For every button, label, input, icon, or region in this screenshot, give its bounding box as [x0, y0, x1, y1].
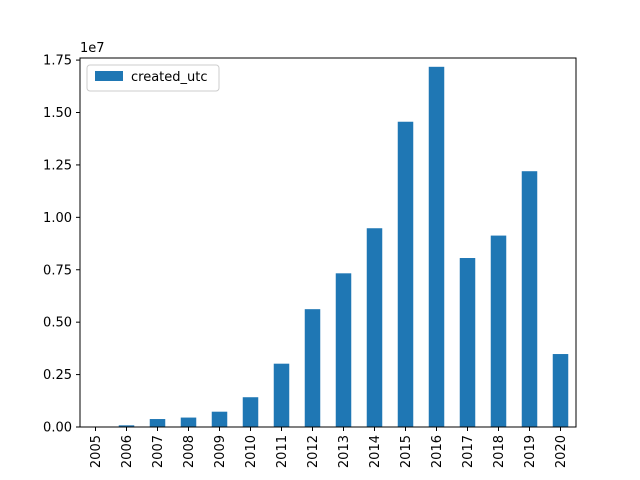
- x-tick-label: 2018: [492, 435, 507, 468]
- x-tick-label: 2010: [244, 435, 259, 468]
- y-tick-label: 0.00: [43, 421, 72, 436]
- bar-2020: [552, 354, 569, 427]
- x-tick-label: 2013: [337, 435, 352, 468]
- y-axis-offset-label: 1e7: [80, 41, 105, 56]
- y-tick-label: 1.75: [43, 54, 72, 69]
- plot-frame: [79, 57, 577, 428]
- x-tick-label: 2006: [120, 435, 135, 468]
- bar-2012: [304, 309, 321, 427]
- bar-2015: [397, 121, 414, 428]
- y-tick-label: 0.50: [43, 316, 72, 331]
- bar-2006: [118, 425, 135, 427]
- x-tick-label: 2020: [554, 435, 569, 468]
- bar-2019: [521, 171, 538, 427]
- x-tick-label: 2016: [430, 435, 445, 468]
- legend: created_utc: [86, 64, 220, 92]
- x-tick-label: 2012: [306, 435, 321, 468]
- bars-group: [87, 66, 569, 428]
- x-tick-label: 2017: [461, 435, 476, 468]
- y-tick-label: 1.00: [43, 211, 72, 226]
- bar-2016: [428, 66, 445, 428]
- x-tick-label: 2008: [182, 435, 197, 468]
- bar-2010: [242, 397, 259, 427]
- legend-label: created_utc: [131, 70, 208, 85]
- x-tick-label: 2011: [275, 435, 290, 468]
- y-tick-label: 0.25: [43, 368, 72, 383]
- x-axis: 2005 2006 2007 2008 2009 2010 2011 2012 2013 2014…: [89, 427, 569, 468]
- x-tick-label: 2019: [523, 435, 538, 468]
- y-axis: 0.00 0.25 0.50 0.75 1.00 1.25 1.50 1.75: [43, 54, 80, 436]
- legend-swatch: [95, 71, 123, 81]
- bar-2014: [366, 228, 383, 427]
- bar-2008: [180, 417, 197, 427]
- x-tick-label: 2009: [213, 435, 228, 468]
- bar-2011: [273, 363, 290, 427]
- bar-2013: [335, 273, 352, 427]
- x-tick-label: 2005: [89, 435, 104, 468]
- bar-2007: [149, 419, 166, 427]
- x-tick-label: 2015: [399, 435, 414, 468]
- x-tick-label: 2014: [368, 435, 383, 468]
- bar-2017: [459, 258, 476, 427]
- bar-2009: [211, 411, 228, 427]
- bar-2018: [490, 235, 507, 427]
- y-tick-label: 0.75: [43, 263, 72, 278]
- x-tick-label: 2007: [151, 435, 166, 468]
- y-tick-label: 1.25: [43, 158, 72, 173]
- y-tick-label: 1.50: [43, 106, 72, 121]
